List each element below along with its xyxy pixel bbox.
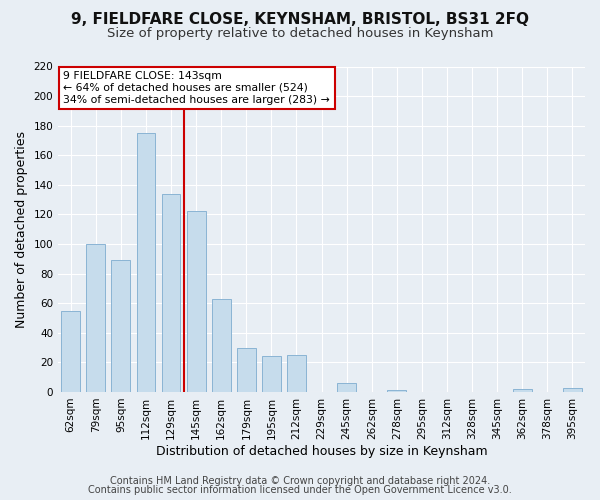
Bar xyxy=(161,194,181,392)
Bar xyxy=(61,310,80,392)
Text: Size of property relative to detached houses in Keynsham: Size of property relative to detached ho… xyxy=(107,28,493,40)
Y-axis label: Number of detached properties: Number of detached properties xyxy=(15,130,28,328)
Bar xyxy=(212,299,230,392)
Bar xyxy=(86,244,105,392)
Text: 9, FIELDFARE CLOSE, KEYNSHAM, BRISTOL, BS31 2FQ: 9, FIELDFARE CLOSE, KEYNSHAM, BRISTOL, B… xyxy=(71,12,529,28)
Bar xyxy=(112,260,130,392)
Bar xyxy=(187,212,206,392)
Bar xyxy=(137,133,155,392)
Bar xyxy=(262,356,281,392)
Text: 9 FIELDFARE CLOSE: 143sqm
← 64% of detached houses are smaller (524)
34% of semi: 9 FIELDFARE CLOSE: 143sqm ← 64% of detac… xyxy=(64,72,330,104)
Bar xyxy=(237,348,256,392)
Bar xyxy=(513,389,532,392)
X-axis label: Distribution of detached houses by size in Keynsham: Distribution of detached houses by size … xyxy=(156,444,487,458)
Bar xyxy=(287,355,306,392)
Text: Contains public sector information licensed under the Open Government Licence v3: Contains public sector information licen… xyxy=(88,485,512,495)
Text: Contains HM Land Registry data © Crown copyright and database right 2024.: Contains HM Land Registry data © Crown c… xyxy=(110,476,490,486)
Bar xyxy=(388,390,406,392)
Bar xyxy=(337,383,356,392)
Bar xyxy=(563,388,582,392)
